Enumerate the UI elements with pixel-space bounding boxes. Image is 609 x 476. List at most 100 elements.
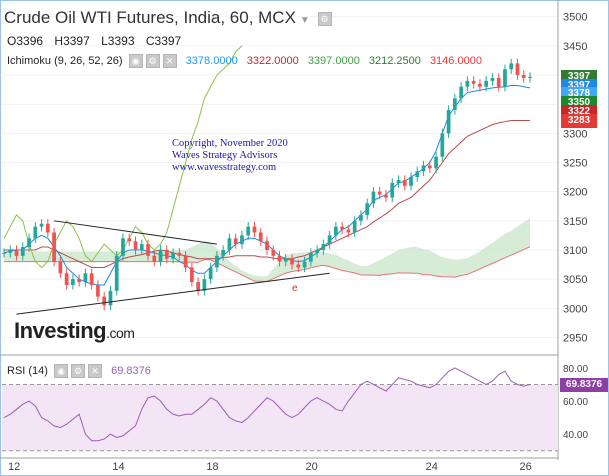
candle-body [484,80,489,87]
high-label: H [54,34,64,48]
price-candles [2,58,532,311]
candle-body [402,180,407,186]
candle-body [521,75,526,78]
candle-body [139,244,144,250]
candle-body [327,235,332,245]
candle-body [121,238,125,256]
candle-body [434,156,438,169]
candle-body [352,220,357,233]
candle-body [503,69,507,87]
candle-body [258,232,263,242]
settings-icon[interactable]: ⚙ [71,364,86,378]
candle-body [446,110,451,134]
candle-body [77,279,81,283]
settings-icon[interactable]: ⚙ [145,54,160,68]
candle-body [334,226,338,236]
close-icon[interactable]: ✕ [162,54,177,68]
price-tick-label: 3450 [563,41,587,53]
ohlc-values: O3396 H3397 L3393 C3397 [7,34,189,48]
chart-title[interactable]: Crude Oil WTI Futures, India, 60, MCX ▼ ⚙ [4,8,332,28]
candle-body [427,165,432,169]
candle-body [396,180,401,183]
candle-body [27,238,31,248]
title-text: Crude Oil WTI Futures, India, 60, MCX [4,8,296,27]
candle-body [108,290,113,306]
candle-body [14,249,19,256]
candle-body [177,252,182,256]
rsi-tick-label: 60.00 [563,397,588,408]
low-label: L [101,34,108,48]
price-tick-label: 2950 [563,332,587,344]
candle-body [39,223,44,227]
candle-body [45,223,50,233]
settings-icon[interactable]: ⚙ [317,11,332,26]
candle-body [290,258,294,265]
candle-body [346,229,351,233]
candle-body [415,171,420,178]
candle-body [71,279,75,285]
candle-body [64,273,69,285]
ichimoku-value-1: 3322.0000 [246,54,299,67]
candle-body [171,252,175,259]
candle-body [283,258,288,262]
candle-body [421,165,426,172]
ichimoku-label: Ichimoku (9, 26, 52, 26) [7,54,123,67]
investing-logo: Investing.com [14,318,135,344]
rsi-line [3,367,531,442]
chevron-down-icon[interactable]: ▼ [299,15,310,26]
eye-icon[interactable]: ◉ [54,364,69,378]
price-tick-label: 3500 [563,12,587,24]
candle-body [196,282,200,291]
price-tag: 3283 [561,113,597,128]
time-tick-label: 26 [520,461,532,473]
candle-body [221,249,226,256]
candle-body [302,261,307,268]
time-axis[interactable]: 12 14 18 20 24 26 [8,461,532,473]
candle-body [227,238,232,250]
candle-body [359,214,363,221]
time-tick-label: 14 [112,461,124,473]
candle-body [459,86,463,99]
ichimoku-legend[interactable]: Ichimoku (9, 26, 52, 26) ◉ ⚙ ✕ 3378.0000 3… [7,54,482,68]
candle-body [152,255,157,262]
candle-body [146,244,150,256]
close-icon[interactable]: ✕ [88,364,103,378]
candle-body [296,264,301,268]
candle-body [528,76,532,78]
candle-body [340,226,344,230]
candle-body [265,241,269,250]
candle-body [233,238,238,245]
candle-body [384,194,388,198]
price-tick-label: 3000 [563,303,587,315]
candle-body [183,255,188,268]
rsi-legend[interactable]: RSI (14) ◉ ⚙ ✕ 69.8376 [7,364,151,378]
candle-body [114,255,119,291]
candle-body [490,77,495,81]
price-tick-label: 3150 [563,216,587,228]
rsi-band [2,384,558,451]
candle-body [509,63,514,70]
candle-body [208,267,213,280]
time-tick-label: 12 [8,461,20,473]
candle-body [190,267,194,283]
candle-body [58,261,63,274]
cloud-area [4,217,530,282]
candle-body [377,191,382,195]
candle-body [83,273,88,283]
candle-body [390,182,395,198]
candle-body [453,98,457,111]
candle-body [158,249,163,262]
low-value: 3393 [107,34,135,48]
open-label: O [7,34,17,48]
logo-suffix: .com [106,325,135,341]
candle-body [8,249,13,253]
candle-body [277,255,282,262]
triangle-lower-line [16,272,330,315]
eye-icon[interactable]: ◉ [128,54,143,68]
rsi-value: 69.8376 [111,364,151,377]
high-value: 3397 [63,34,90,48]
triangle-pattern: e [16,220,330,315]
candle-body [20,247,25,256]
close-label: C [145,34,155,48]
